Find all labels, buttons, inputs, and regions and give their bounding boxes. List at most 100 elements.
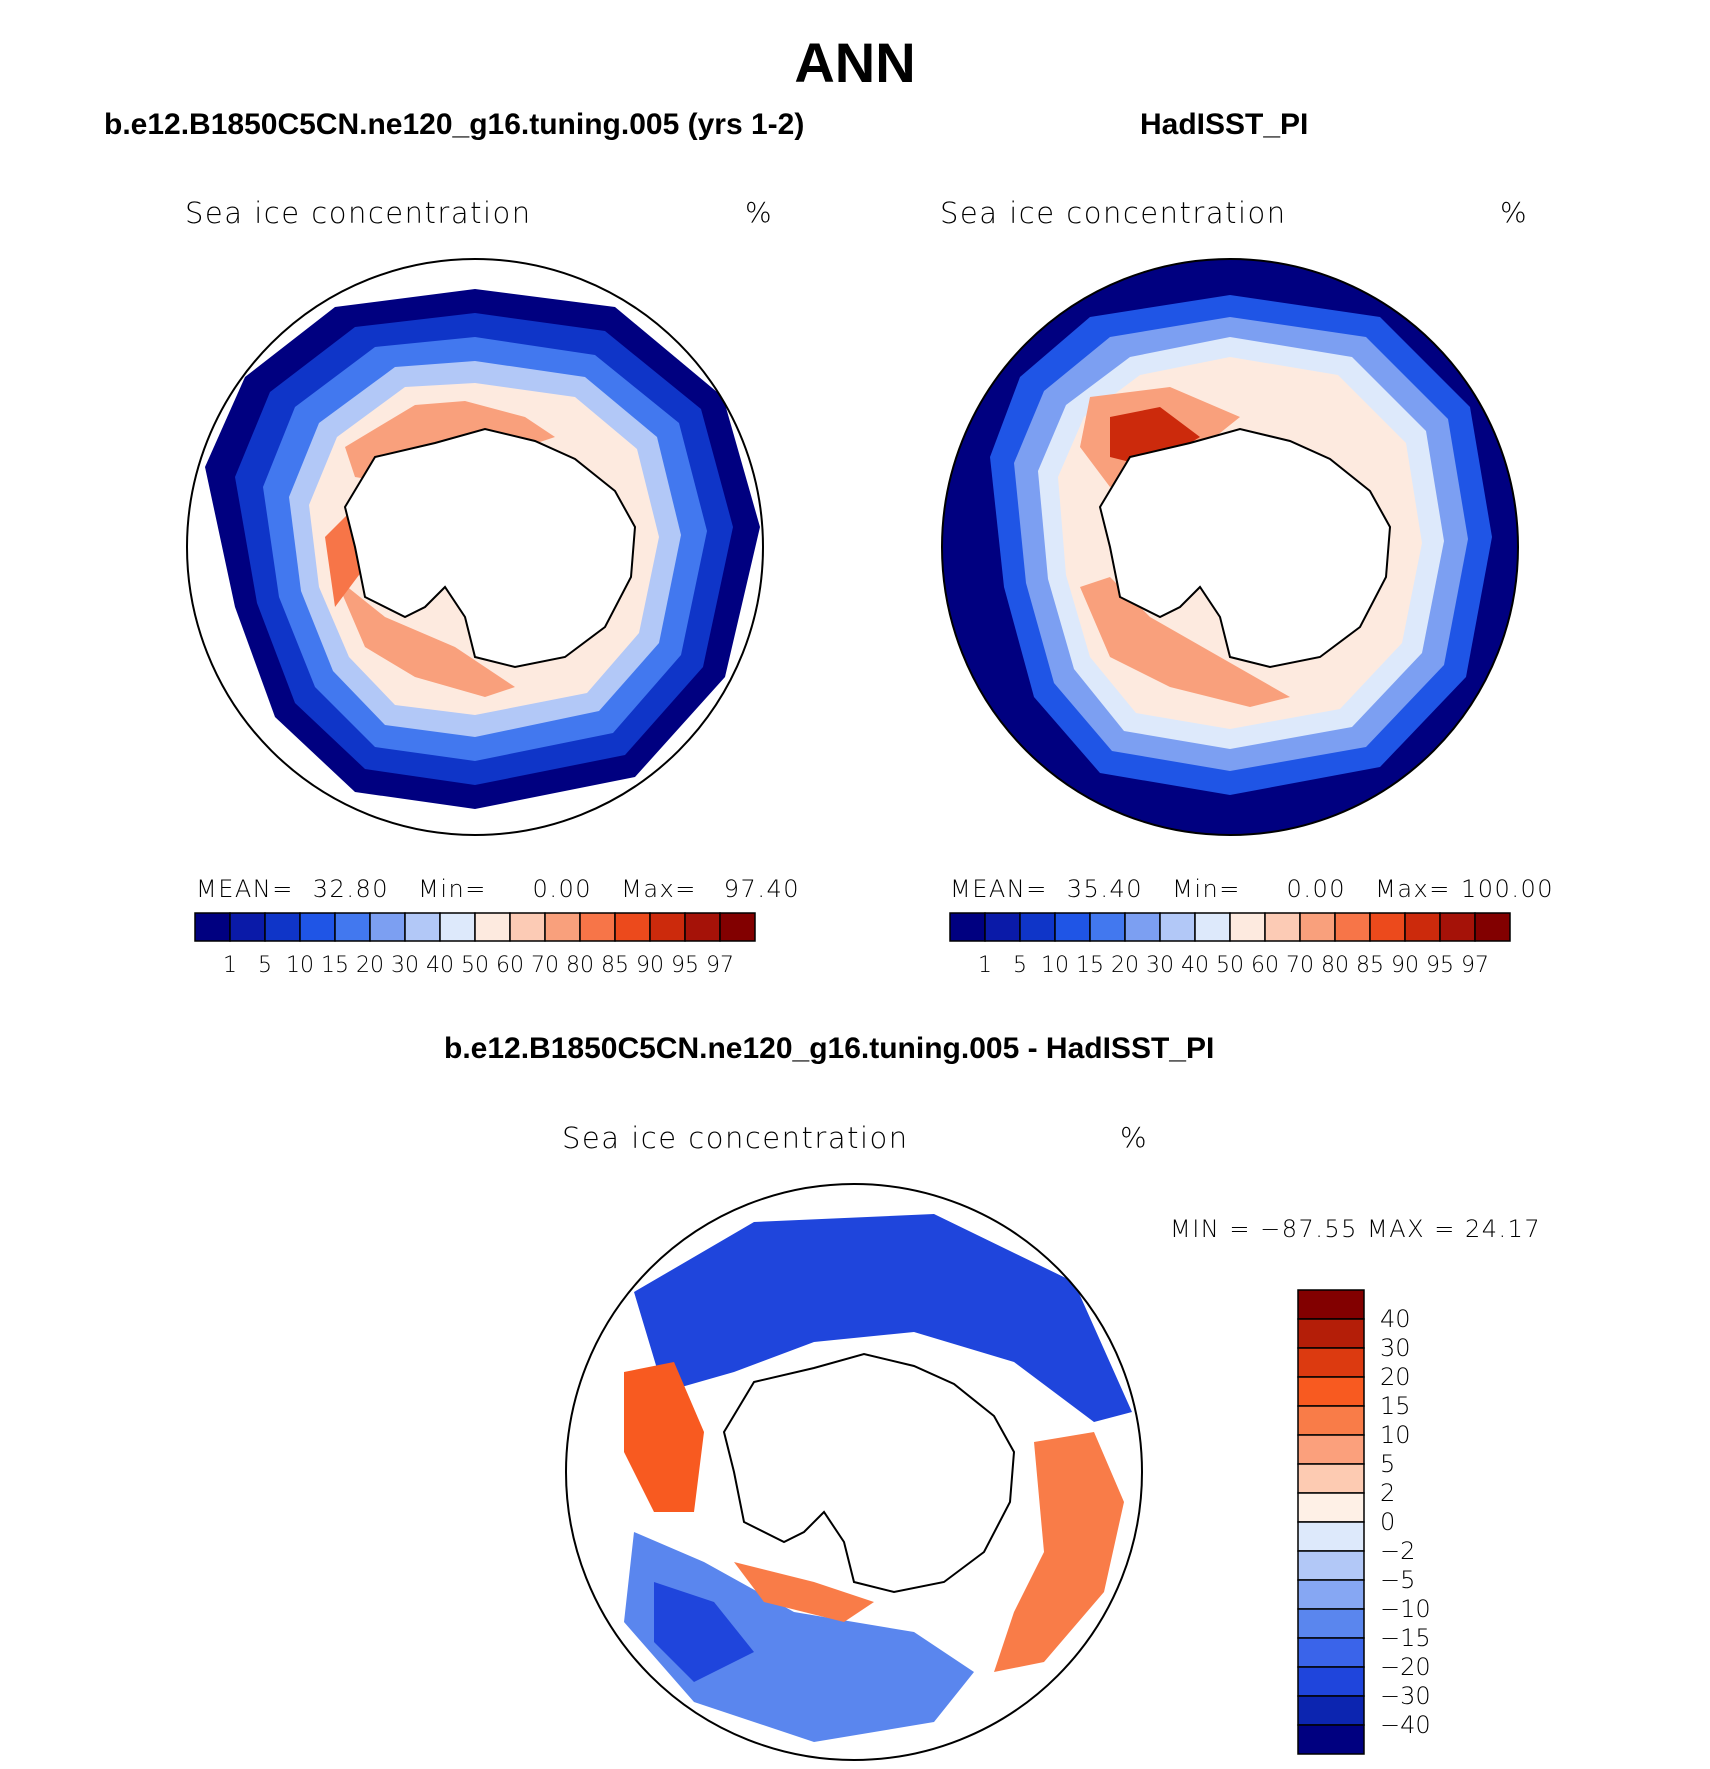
diff-colorbar-tick-label: −20 [1380,1653,1431,1681]
panel2-max-label: Max= [1375,875,1451,903]
panel2-field-title: Sea ice concentration [940,196,1287,230]
diff-colorbar-swatch [1297,1434,1365,1465]
colorbar-swatch [1439,912,1476,942]
panel2-mean: 35.40 [1066,875,1143,903]
main-title: ANN [794,31,916,94]
panel1-max-label: Max= [621,875,697,903]
diff-heading: b.e12.B1850C5CN.ne120_g16.tuning.005 - H… [444,1032,1215,1065]
colorbar-tick-label: 20 [356,953,384,978]
panel1-units: % [745,196,774,229]
panel1-stats: MEAN= 32.80 Min= 0.00 Max= 97.40 [196,875,800,903]
diff-colorbar-swatch [1297,1521,1365,1552]
diff-colorbar-swatch [1297,1724,1365,1755]
colorbar-tick-label: 15 [321,953,349,978]
diff-colorbar-tick-label: 15 [1380,1392,1411,1420]
diff-region-southwest [654,1582,754,1682]
panel2-colorbar [949,912,1511,942]
diff-region-east [994,1432,1124,1672]
diff-colorbar-tick-label: 30 [1380,1334,1411,1362]
colorbar-swatch [719,912,756,942]
colorbar-tick-label: 97 [706,953,734,978]
obs-band-8 [1080,577,1290,707]
colorbar-tick-label: 40 [1181,953,1209,978]
colorbar-tick-label: 90 [636,953,664,978]
colorbar-tick-label: 1 [978,953,992,978]
colorbar-tick-label: 95 [671,953,699,978]
antarctica-land [722,1352,1016,1594]
panel1-colorbar [194,912,756,942]
colorbar-swatch [984,912,1021,942]
colorbar-swatch [404,912,441,942]
diff-colorbar-swatch [1297,1289,1365,1320]
panel1-mean-label: MEAN= [196,875,294,903]
diff-colorbar-tick-label: −5 [1380,1566,1416,1594]
colorbar-tick-label: 80 [1321,953,1349,978]
colorbar-tick-label: 95 [1426,953,1454,978]
panel2-stats: MEAN= 35.40 Min= 0.00 Max= 100.00 [950,875,1554,903]
panel1-min-label: Min= [418,875,487,903]
colorbar-swatch [1334,912,1371,942]
panel2-colorbar-labels: 1 5 10 15 20 30 40 50 60 70 80 85 90 95 97 [950,953,1510,983]
panel1-min: 0.00 [532,875,592,903]
colorbar-tick-label: 80 [566,953,594,978]
colorbar-tick-label: 85 [1356,953,1384,978]
colorbar-swatch [264,912,301,942]
antarctica-land [343,427,637,669]
panel2-min-label: Min= [1172,875,1241,903]
panel1-colorbar-labels: 1 5 10 15 20 30 40 50 60 70 80 85 90 95 97 [195,953,755,983]
panel1-field-title: Sea ice concentration [185,196,532,230]
diff-colorbar-swatch [1297,1405,1365,1436]
colorbar-tick-label: 60 [496,953,524,978]
diff-colorbar-swatch [1297,1550,1365,1581]
colorbar-swatch [299,912,336,942]
colorbar-swatch [684,912,721,942]
colorbar-swatch [474,912,511,942]
diff-colorbar-swatch [1297,1608,1365,1639]
diff-colorbar-swatch [1297,1318,1365,1349]
colorbar-swatch [1264,912,1301,942]
colorbar-tick-label: 90 [1391,953,1419,978]
diff-colorbar-swatch [1297,1579,1365,1610]
colorbar-tick-label: 40 [426,953,454,978]
diff-colorbar-tick-label: −30 [1380,1682,1431,1710]
diff-colorbar-swatch [1297,1695,1365,1726]
diff-field-title: Sea ice concentration [562,1121,909,1155]
colorbar-tick-label: 60 [1251,953,1279,978]
diff-colorbar-tick-label: 0 [1380,1508,1396,1536]
diff-region-sw-red [734,1562,874,1622]
colorbar-swatch [949,912,986,942]
colorbar-swatch [1474,912,1511,942]
diff-colorbar-swatch [1297,1376,1365,1407]
diff-colorbar-tick-label: 2 [1380,1479,1396,1507]
colorbar-swatch [334,912,371,942]
panel2-units: % [1500,196,1529,229]
diff-colorbar-swatch [1297,1347,1365,1378]
diff-colorbar-tick-label: 40 [1380,1305,1411,1333]
diff-colorbar-swatch [1297,1492,1365,1523]
diff-colorbar-tick-label: −10 [1380,1595,1431,1623]
diff-colorbar [1297,1289,1365,1755]
colorbar-tick-label: 85 [601,953,629,978]
colorbar-tick-label: 30 [1146,953,1174,978]
colorbar-tick-label: 5 [1013,953,1027,978]
colorbar-swatch [369,912,406,942]
colorbar-tick-label: 15 [1076,953,1104,978]
colorbar-swatch [579,912,616,942]
colorbar-swatch [1124,912,1161,942]
diff-colorbar-tick-label: 10 [1380,1421,1411,1449]
diff-minmax: MIN = −87.55 MAX = 24.17 [1170,1215,1542,1243]
colorbar-swatch [439,912,476,942]
colorbar-tick-label: 70 [531,953,559,978]
colorbar-swatch [1159,912,1196,942]
antarctica-land [1098,427,1392,669]
panel1-max: 97.40 [723,875,800,903]
panel2-max: 100.00 [1461,875,1554,903]
diff-colorbar-tick-label: 20 [1380,1363,1411,1391]
diff-colorbar-swatch [1297,1637,1365,1668]
colorbar-swatch [1369,912,1406,942]
colorbar-swatch [649,912,686,942]
panel1-map [186,258,764,836]
panel1-mean: 32.80 [312,875,389,903]
panel1-heading: b.e12.B1850C5CN.ne120_g16.tuning.005 (yr… [104,108,805,141]
colorbar-swatch [194,912,231,942]
